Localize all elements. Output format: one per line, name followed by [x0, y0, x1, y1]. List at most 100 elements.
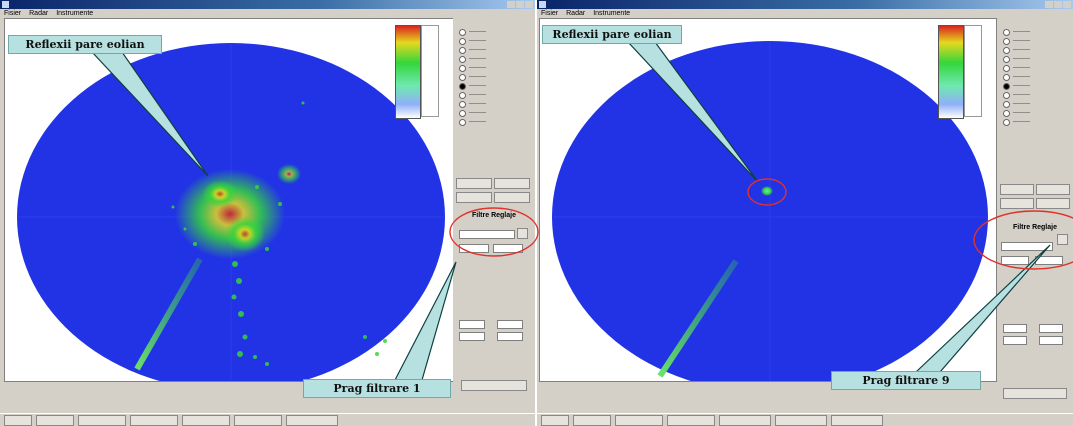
menu-tools[interactable]: Instrumente — [593, 10, 631, 17]
checkbox-icon — [459, 91, 466, 99]
window-controls — [1045, 1, 1071, 8]
taskbar-item[interactable] — [719, 414, 771, 426]
menu-tools[interactable]: Instrumente — [56, 10, 94, 17]
filter-spin-button[interactable] — [1057, 234, 1068, 245]
position-field[interactable] — [459, 332, 485, 341]
panel-button[interactable] — [456, 192, 492, 203]
radar-display — [17, 43, 445, 381]
status-bar — [0, 395, 535, 403]
panel-button[interactable] — [494, 178, 530, 189]
menu-radar[interactable]: Radar — [566, 10, 586, 17]
range-option[interactable]: ──── — [459, 73, 486, 81]
intensity-legend — [395, 25, 421, 119]
panel-button[interactable] — [1036, 198, 1070, 209]
maximize-button[interactable] — [1054, 1, 1062, 8]
checkbox-icon — [459, 118, 466, 126]
overlay-option[interactable]: ──── — [459, 100, 486, 108]
range-option[interactable]: ──── — [1003, 64, 1030, 72]
panel-button[interactable] — [1000, 198, 1034, 209]
overlay-option[interactable]: ──── — [459, 91, 486, 99]
taskbar-item[interactable] — [286, 414, 338, 426]
legend-ticks — [421, 25, 439, 117]
overlay-option[interactable]: ──── — [1003, 118, 1030, 126]
close-button[interactable] — [525, 1, 533, 8]
radar-window-left: Fisier Radar Instrumente — [0, 0, 535, 426]
title-bar — [537, 0, 1073, 9]
filter-spin-button[interactable] — [517, 228, 528, 239]
checkbox-icon — [1003, 118, 1010, 126]
checkbox-icon — [1003, 100, 1010, 108]
panel-button[interactable] — [1036, 184, 1070, 195]
taskbar-item[interactable] — [234, 414, 282, 426]
position-field[interactable] — [1003, 336, 1027, 345]
legend-ticks — [964, 25, 982, 117]
range-option[interactable]: ──── — [1003, 73, 1030, 81]
radio-icon — [459, 82, 466, 90]
control-panel: ──── ──── ──── ──── ──── ──── ──── ──── … — [997, 18, 1073, 408]
range-option[interactable]: ──── — [1003, 28, 1030, 36]
taskbar-item[interactable] — [831, 414, 883, 426]
filter-value-field[interactable] — [1035, 256, 1063, 265]
panel-button[interactable] — [1000, 184, 1034, 195]
range-option[interactable]: ──── — [1003, 82, 1030, 90]
range-option[interactable]: ──── — [1003, 46, 1030, 54]
close-button[interactable] — [1063, 1, 1071, 8]
start-button[interactable] — [541, 414, 569, 426]
radio-icon — [1003, 37, 1010, 45]
minimize-button[interactable] — [507, 1, 515, 8]
menu-file[interactable]: Fisier — [4, 10, 22, 17]
range-option[interactable]: ──── — [459, 55, 486, 63]
position-field[interactable] — [1003, 324, 1027, 333]
overlay-option[interactable]: ──── — [459, 109, 486, 117]
menu-radar[interactable]: Radar — [29, 10, 49, 17]
status-bar — [0, 386, 535, 394]
apply-button[interactable] — [1003, 388, 1067, 399]
range-option[interactable]: ──── — [459, 82, 486, 90]
taskbar-item[interactable] — [775, 414, 827, 426]
radio-icon — [1003, 28, 1010, 36]
taskbar-item[interactable] — [182, 414, 230, 426]
overlay-option[interactable]: ──── — [1003, 109, 1030, 117]
taskbar-item[interactable] — [36, 414, 74, 426]
filter-value-field[interactable] — [459, 244, 489, 253]
range-option[interactable]: ──── — [1003, 55, 1030, 63]
overlay-option[interactable]: ──── — [1003, 91, 1030, 99]
radar-display — [552, 41, 988, 381]
minimize-button[interactable] — [1045, 1, 1053, 8]
app-icon — [2, 1, 9, 8]
position-field[interactable] — [497, 320, 523, 329]
panel-button[interactable] — [494, 192, 530, 203]
taskbar-item[interactable] — [573, 414, 611, 426]
range-option[interactable]: ──── — [1003, 37, 1030, 45]
filter-value-field[interactable] — [493, 244, 523, 253]
filter-threshold-field[interactable] — [459, 230, 515, 239]
position-field[interactable] — [459, 320, 485, 329]
taskbar-item[interactable] — [78, 414, 126, 426]
range-option[interactable]: ──── — [459, 37, 486, 45]
position-field[interactable] — [497, 332, 523, 341]
position-field[interactable] — [1039, 324, 1063, 333]
range-option[interactable]: ──── — [459, 28, 486, 36]
menu-file[interactable]: Fisier — [541, 10, 559, 17]
apply-button[interactable] — [461, 380, 527, 391]
filter-value-field[interactable] — [1001, 256, 1029, 265]
range-option[interactable]: ──── — [459, 46, 486, 54]
radar-viewport[interactable] — [539, 18, 997, 382]
panel-button[interactable] — [456, 178, 492, 189]
start-button[interactable] — [4, 414, 32, 426]
radio-icon — [459, 46, 466, 54]
overlay-option[interactable]: ──── — [459, 118, 486, 126]
maximize-button[interactable] — [516, 1, 524, 8]
taskbar-item[interactable] — [667, 414, 715, 426]
menu-bar: Fisier Radar Instrumente — [0, 9, 535, 18]
overlay-option[interactable]: ──── — [1003, 100, 1030, 108]
taskbar-item[interactable] — [130, 414, 178, 426]
filter-threshold-field[interactable] — [1001, 242, 1053, 251]
checkbox-icon — [1003, 109, 1010, 117]
range-option[interactable]: ──── — [459, 64, 486, 72]
radio-icon — [459, 64, 466, 72]
radar-viewport[interactable] — [4, 18, 454, 382]
position-field[interactable] — [1039, 336, 1063, 345]
checkbox-icon — [459, 100, 466, 108]
taskbar-item[interactable] — [615, 414, 663, 426]
